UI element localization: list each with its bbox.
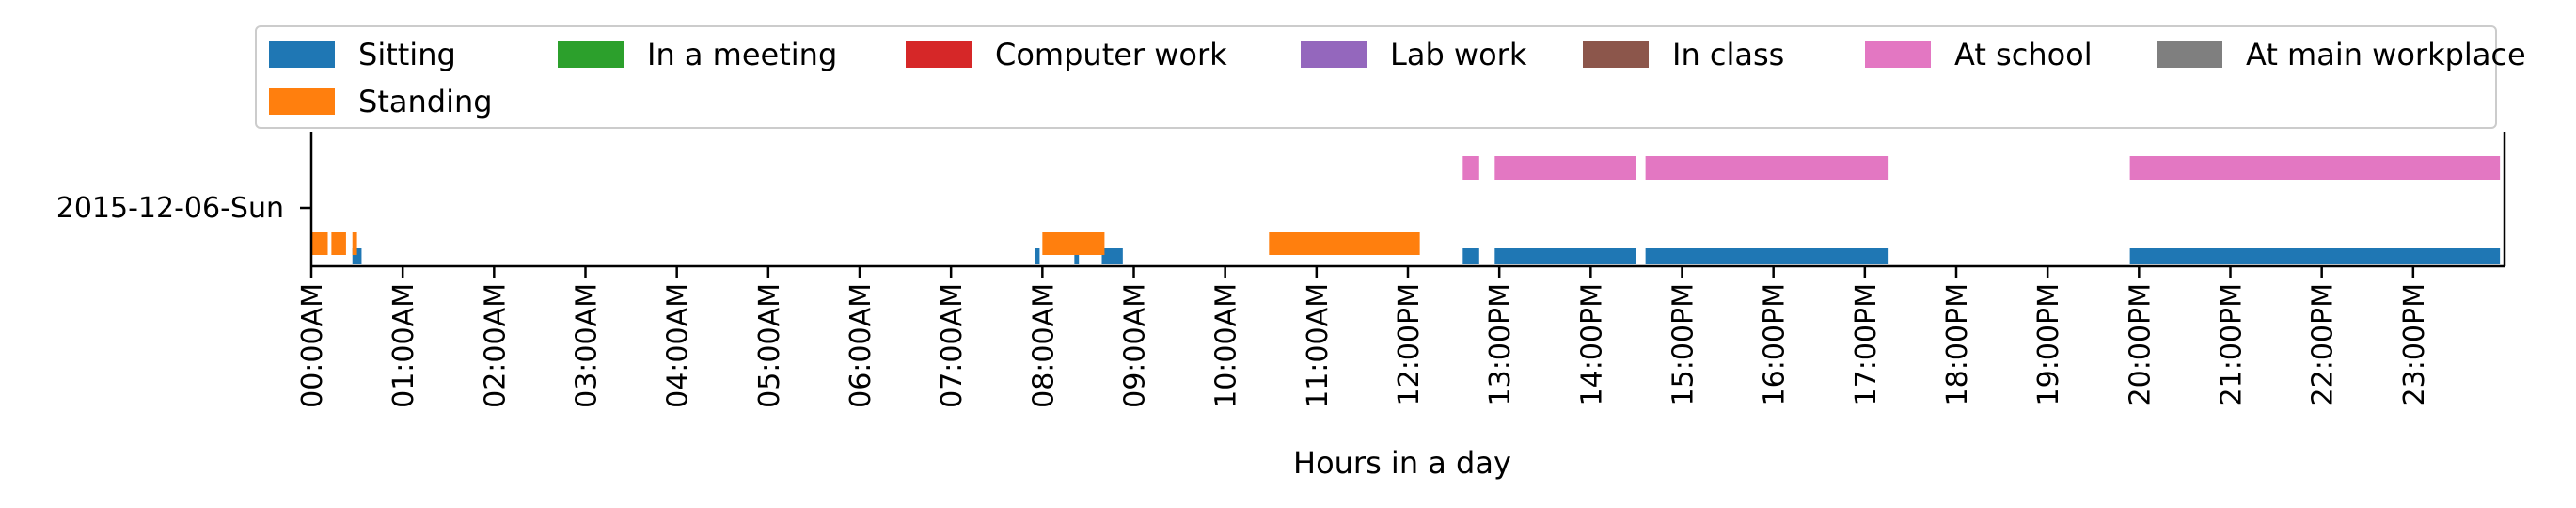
legend-swatch	[906, 41, 972, 68]
x-tick-label: 11:00AM	[1302, 283, 1335, 408]
bar-at-school	[1494, 156, 1636, 180]
x-tick-label: 02:00AM	[479, 283, 512, 408]
legend-item: Computer work	[906, 36, 1227, 73]
x-tick-label: 08:00AM	[1027, 283, 1060, 408]
x-tick-label: 12:00PM	[1393, 283, 1426, 405]
bar-standing	[352, 232, 357, 255]
legend-swatch	[1583, 41, 1649, 68]
legend-label: Sitting	[358, 37, 456, 72]
legend-swatch	[558, 41, 624, 68]
legend-item: Lab work	[1301, 36, 1526, 73]
bar-sitting	[1101, 248, 1123, 264]
legend-swatch	[269, 41, 335, 68]
legend-item: In a meeting	[558, 36, 837, 73]
legend-swatch	[269, 88, 335, 115]
legend-label: At main workplace	[2246, 37, 2526, 72]
legend-label: Standing	[358, 84, 493, 119]
y-tick-label: 2015-12-06-Sun	[55, 192, 284, 225]
legend-item: Standing	[269, 83, 493, 120]
x-tick-label: 19:00PM	[2032, 283, 2065, 405]
x-tick-label: 07:00AM	[936, 283, 969, 408]
x-tick-label: 18:00PM	[1941, 283, 1974, 405]
bar-sitting	[2129, 248, 2501, 264]
legend-item: At main workplace	[2157, 36, 2526, 73]
bar-at-school	[2129, 156, 2501, 180]
x-tick-label: 15:00PM	[1667, 283, 1700, 405]
bar-sitting	[1645, 248, 1889, 264]
x-ticks: 00:00AM 01:00AM 02:00AM 03:00AM 04:00AM 05:00…	[296, 266, 2431, 408]
legend-item: At school	[1865, 36, 2093, 73]
bar-sitting	[1494, 248, 1636, 264]
x-tick-label: 21:00PM	[2216, 283, 2249, 405]
legend-label: In a meeting	[647, 37, 838, 72]
bar-standing	[331, 232, 346, 255]
x-tick-label: 06:00AM	[845, 283, 877, 408]
legend-swatch	[2157, 41, 2222, 68]
bar-at-school	[1645, 156, 1889, 180]
bar-standing	[1269, 232, 1420, 255]
legend-swatch	[1301, 41, 1367, 68]
x-tick-label: 05:00AM	[753, 283, 786, 408]
bar-standing	[311, 232, 328, 255]
x-tick-label: 14:00PM	[1575, 283, 1608, 405]
x-tick-label: 09:00AM	[1119, 283, 1152, 408]
bar-sitting	[1074, 248, 1080, 264]
legend-label: At school	[1954, 37, 2093, 72]
bar-standing	[1042, 232, 1105, 255]
legend: Sitting Standing In a meeting Computer work…	[255, 25, 2526, 129]
x-axis-label: Hours in a day	[1293, 445, 1511, 481]
legend-label: In class	[1672, 37, 1785, 72]
x-tick-label: 22:00PM	[2307, 283, 2340, 405]
legend-label: Computer work	[995, 37, 1227, 72]
x-tick-label: 16:00PM	[1759, 283, 1792, 405]
x-tick-label: 00:00AM	[296, 283, 329, 408]
bar-at-school	[1462, 156, 1479, 180]
bar-sitting	[352, 248, 362, 264]
bar-sitting	[1462, 248, 1479, 264]
activity-bars	[311, 156, 2501, 264]
x-tick-label: 17:00PM	[1850, 283, 1883, 405]
x-tick-label: 13:00PM	[1484, 283, 1517, 405]
x-tick-label: 23:00PM	[2398, 283, 2431, 405]
legend-item: In class	[1583, 36, 1784, 73]
x-tick-label: 01:00AM	[387, 283, 420, 408]
legend-swatch	[1865, 41, 1931, 68]
legend-label: Lab work	[1390, 37, 1527, 72]
x-tick-label: 20:00PM	[2124, 283, 2157, 405]
bar-sitting	[1035, 248, 1040, 264]
legend-item: Sitting	[269, 36, 456, 73]
x-tick-label: 03:00AM	[571, 283, 604, 408]
x-tick-label: 04:00AM	[662, 283, 695, 408]
x-tick-label: 10:00AM	[1210, 283, 1243, 408]
